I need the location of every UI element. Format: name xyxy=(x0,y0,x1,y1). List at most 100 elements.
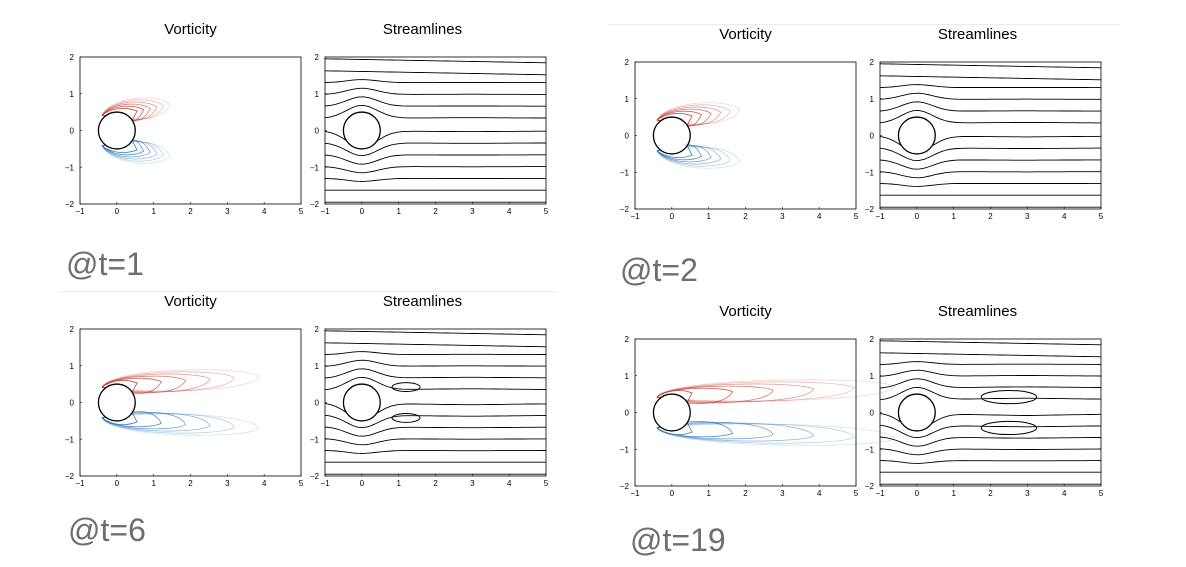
y-tick-label: −2 xyxy=(865,205,875,214)
snapshot-panel: Vorticity Streamlines −1 0 1 2 3 4 5 2 1 0 −1 −2 −1 0 1 2… xyxy=(610,19,1120,234)
time-label: @t=2 xyxy=(620,252,698,288)
vorticity-title: Vorticity xyxy=(164,293,217,310)
streamline xyxy=(324,359,546,367)
vorticity-contour xyxy=(101,371,235,392)
x-tick-label: −1 xyxy=(630,212,640,221)
snapshot-panel: Vorticity Streamlines −1 0 1 2 3 4 5 2 1 0 −1 −2 −1 0 1 2… xyxy=(610,296,1120,511)
streamline xyxy=(324,104,546,119)
y-tick-label: 0 xyxy=(870,132,875,141)
x-tick-label: 2 xyxy=(988,212,993,221)
streamline xyxy=(879,369,1102,377)
x-tick-label: 3 xyxy=(780,212,785,221)
x-tick-label: 3 xyxy=(1025,212,1030,221)
streamline xyxy=(324,142,546,157)
y-tick-label: 2 xyxy=(315,53,320,62)
streamline xyxy=(324,376,547,391)
vorticity-contour xyxy=(101,411,187,430)
x-tick-label: 0 xyxy=(115,479,120,488)
x-tick-label: −1 xyxy=(875,212,885,221)
y-tick-label: 0 xyxy=(70,399,75,408)
vorticity-contour xyxy=(656,423,855,444)
streamline xyxy=(879,101,1101,112)
streamline xyxy=(324,330,547,336)
vorticity-contour xyxy=(101,413,260,436)
x-tick-label: 3 xyxy=(470,479,475,488)
y-tick-label: −1 xyxy=(65,163,75,172)
x-tick-label: 4 xyxy=(1062,212,1067,221)
x-tick-label: 1 xyxy=(396,207,401,216)
x-tick-label: −1 xyxy=(875,489,885,498)
x-tick-label: −1 xyxy=(75,207,85,216)
x-tick-label: 0 xyxy=(915,212,920,221)
vorticity-contour xyxy=(656,381,855,402)
x-tick-label: 1 xyxy=(151,479,156,488)
streamlines-title: Streamlines xyxy=(383,293,462,310)
streamlines-title: Streamlines xyxy=(938,303,1017,320)
y-tick-label: 1 xyxy=(625,95,630,104)
cylinder-circle xyxy=(342,383,381,422)
streamline xyxy=(879,171,1101,179)
x-tick-label: 4 xyxy=(1062,489,1067,498)
recirculation-bubble xyxy=(391,413,421,423)
x-tick-label: 5 xyxy=(1099,212,1104,221)
cylinder-circle xyxy=(897,116,936,155)
streamline xyxy=(324,414,547,429)
x-tick-label: 2 xyxy=(988,489,993,498)
vorticity-contour xyxy=(656,422,815,442)
x-tick-label: 5 xyxy=(299,207,304,216)
y-tick-label: −1 xyxy=(865,445,875,454)
vorticity-contour xyxy=(656,423,896,446)
x-tick-label: 3 xyxy=(470,207,475,216)
x-tick-label: 4 xyxy=(817,212,822,221)
streamline xyxy=(324,58,547,64)
streamline xyxy=(879,460,1101,464)
x-tick-label: 1 xyxy=(706,489,711,498)
time-label: @t=19 xyxy=(630,522,726,558)
vorticity-contour xyxy=(101,413,235,434)
streamline xyxy=(879,378,1101,389)
vorticity-contour xyxy=(656,421,774,440)
streamlines-title: Streamlines xyxy=(383,21,462,38)
streamline xyxy=(879,84,1101,89)
vorticity-title: Vorticity xyxy=(719,303,772,320)
vorticity-contour xyxy=(101,369,260,392)
cylinder-circle xyxy=(652,116,691,155)
snapshot-panel: Vorticity Streamlines −1 0 1 2 3 4 5 2 1 0 −1 −2 −1 0 1 2… xyxy=(55,286,565,501)
y-tick-label: 1 xyxy=(70,90,75,99)
x-tick-label: 5 xyxy=(544,207,549,216)
x-tick-label: −1 xyxy=(320,207,330,216)
streamline xyxy=(324,166,546,174)
vorticity-contour xyxy=(656,379,896,402)
streamline xyxy=(879,361,1101,365)
streamline xyxy=(324,79,546,84)
cylinder-circle xyxy=(97,111,136,150)
vorticity-contour xyxy=(101,412,211,432)
cylinder-circle xyxy=(652,393,691,432)
x-tick-label: 3 xyxy=(780,489,785,498)
streamline xyxy=(324,154,546,165)
y-tick-label: 0 xyxy=(625,132,630,141)
x-tick-label: 0 xyxy=(360,207,365,216)
vorticity-contour xyxy=(656,102,741,125)
x-tick-label: 0 xyxy=(670,212,675,221)
streamline xyxy=(879,182,1101,187)
y-tick-label: −2 xyxy=(620,205,630,214)
x-tick-label: 4 xyxy=(507,479,512,488)
y-tick-label: −1 xyxy=(620,445,630,454)
x-tick-label: 5 xyxy=(854,489,859,498)
x-tick-label: 4 xyxy=(262,479,267,488)
x-tick-label: 2 xyxy=(433,479,438,488)
streamline xyxy=(324,450,546,454)
y-tick-label: 0 xyxy=(870,409,875,418)
streamline xyxy=(324,351,546,355)
y-tick-label: 1 xyxy=(70,362,75,371)
y-tick-label: −2 xyxy=(65,472,75,481)
y-tick-label: −2 xyxy=(865,482,875,491)
y-tick-label: 2 xyxy=(625,58,630,67)
x-tick-label: 2 xyxy=(743,489,748,498)
